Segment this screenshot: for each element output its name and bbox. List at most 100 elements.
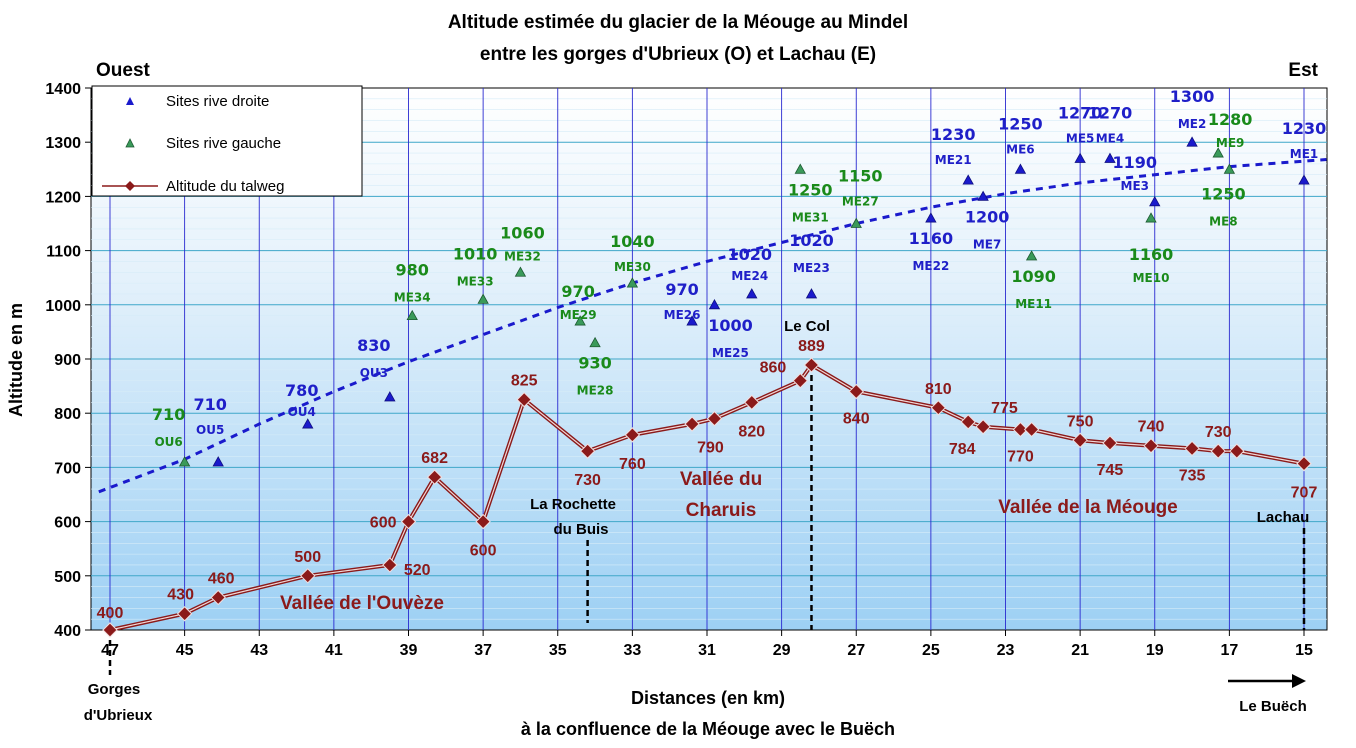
talweg-value-label: 820	[738, 423, 765, 440]
site-id-label: ME33	[457, 274, 494, 288]
site-altitude-label: 1250	[788, 180, 833, 199]
legend-rive-droite-marker	[126, 97, 134, 105]
talweg-series: 400 430 460 500 520 600 682 600 825 730 760 790 820 8…	[97, 338, 1318, 638]
talweg-value-label: 740	[1138, 419, 1165, 436]
place-lachau: Lachau	[1257, 509, 1310, 526]
talweg-value-label: 707	[1291, 485, 1318, 502]
region-ouveze: Vallée de l'Ouvèze	[280, 593, 444, 614]
site-rive-droite-marker	[977, 190, 989, 201]
talweg-point	[400, 513, 417, 530]
site-rive-gauche-marker	[1145, 212, 1157, 223]
site-altitude-label: 930	[578, 354, 611, 373]
talweg-value-label: 784	[949, 441, 976, 458]
site-rive-droite-marker	[746, 288, 758, 299]
site-id-label: ME28	[577, 384, 614, 398]
talweg-point	[210, 589, 226, 606]
trend-line	[98, 158, 1327, 494]
x-tick-label: 39	[400, 642, 418, 659]
site-id-label: ME4	[1096, 131, 1125, 145]
talweg-point	[744, 394, 760, 411]
site-rive-droite-marker	[686, 315, 698, 326]
site-id-label: OU6	[154, 435, 182, 449]
site-altitude-label: 1280	[1208, 110, 1253, 129]
x-tick-label: 43	[250, 642, 268, 659]
talweg-value-label: 735	[1179, 467, 1206, 484]
talweg-value-label: 775	[991, 400, 1018, 417]
y-tick-label: 900	[54, 352, 81, 369]
talweg-point	[426, 469, 443, 485]
site-rive-droite-marker	[1074, 152, 1086, 163]
x-tick-label: 41	[325, 642, 343, 659]
talweg-value-label: 889	[798, 338, 825, 355]
x-tick-label: 35	[549, 642, 567, 659]
legend: Sites rive droite Sites rive gauche Alti…	[91, 85, 363, 197]
x-tick-label: 23	[997, 642, 1015, 659]
site-id-label: ME30	[614, 260, 651, 274]
site-altitude-label: 1200	[965, 207, 1010, 226]
place-gorges: Gorges	[88, 681, 141, 698]
site-rive-droite-marker	[302, 418, 314, 429]
site-rive-gauche-marker	[1025, 250, 1038, 261]
talweg-point	[579, 443, 596, 459]
site-id-label: ME2	[1178, 117, 1207, 131]
y-tick-label: 700	[54, 460, 81, 477]
talweg-point	[516, 391, 532, 408]
x-tick-label: 27	[847, 642, 865, 659]
site-id-label: ME22	[912, 259, 949, 273]
place-rochette: La Rochette	[530, 496, 616, 513]
y-tick-label: 1000	[45, 298, 81, 315]
site-altitude-label: 970	[561, 282, 594, 301]
talweg-value-label: 600	[470, 543, 497, 560]
site-id-label: ME8	[1209, 214, 1238, 228]
chart-subtitle: entre les gorges d'Ubrieux (O) et Lachau…	[480, 44, 876, 65]
region-meouge: Vallée de la Méouge	[998, 497, 1178, 518]
site-altitude-label: 1160	[909, 229, 954, 248]
talweg-point	[1296, 455, 1312, 472]
site-rive-droite-marker	[1014, 163, 1027, 174]
talweg-point	[848, 383, 864, 400]
site-rive-gauche-marker	[589, 336, 601, 348]
site-altitude-label: 980	[396, 261, 429, 280]
west-label: Ouest	[96, 60, 151, 81]
site-altitude-label: 1090	[1011, 267, 1056, 286]
site-altitude-label: 970	[665, 280, 698, 299]
y-tick-label: 600	[54, 515, 81, 532]
talweg-point	[803, 357, 820, 373]
site-altitude-label: 1000	[708, 316, 753, 335]
talweg-point	[624, 427, 641, 443]
site-id-label: OU4	[288, 405, 316, 419]
site-rive-droite-marker	[1186, 136, 1198, 147]
site-rive-droite-marker	[962, 174, 974, 185]
site-id-label: ME7	[973, 237, 1002, 251]
legend-talweg: Altitude du talweg	[166, 178, 284, 195]
legend-box	[91, 85, 363, 197]
talweg-value-label: 745	[1097, 462, 1124, 479]
site-id-label: ME24	[731, 269, 768, 283]
site-rive-droite-marker	[1104, 152, 1116, 163]
x-axis-label: Distances (en km)	[631, 688, 785, 708]
talweg-value-label: 682	[421, 450, 448, 467]
talweg-value-label: 600	[370, 515, 397, 532]
site-altitude-label: 1250	[998, 114, 1043, 133]
y-tick-label: 500	[54, 569, 81, 586]
x-tick-label: 15	[1295, 642, 1313, 659]
site-altitude-label: 1040	[610, 232, 655, 251]
east-label: Est	[1288, 60, 1318, 81]
talweg-point	[300, 568, 316, 584]
chart-title: Altitude estimée du glacier de la Méouge…	[448, 12, 908, 33]
talweg-value-label: 825	[511, 373, 538, 390]
site-rive-gauche-marker	[850, 217, 862, 228]
site-id-label: ME21	[935, 153, 972, 167]
talweg-point	[382, 557, 398, 573]
legend-talweg-marker	[125, 181, 135, 191]
x-tick-label: 31	[698, 642, 716, 659]
site-rive-gauche-marker	[794, 163, 806, 174]
x-tick-label: 33	[623, 642, 641, 659]
x-tick-label: 37	[474, 642, 492, 659]
x-tick-label: 21	[1071, 642, 1089, 659]
talweg-point	[1072, 432, 1088, 449]
site-rive-droite-marker	[1298, 174, 1310, 185]
talweg-point	[102, 622, 118, 638]
site-altitude-label: 1190	[1112, 153, 1157, 172]
trend-curve	[98, 158, 1327, 494]
